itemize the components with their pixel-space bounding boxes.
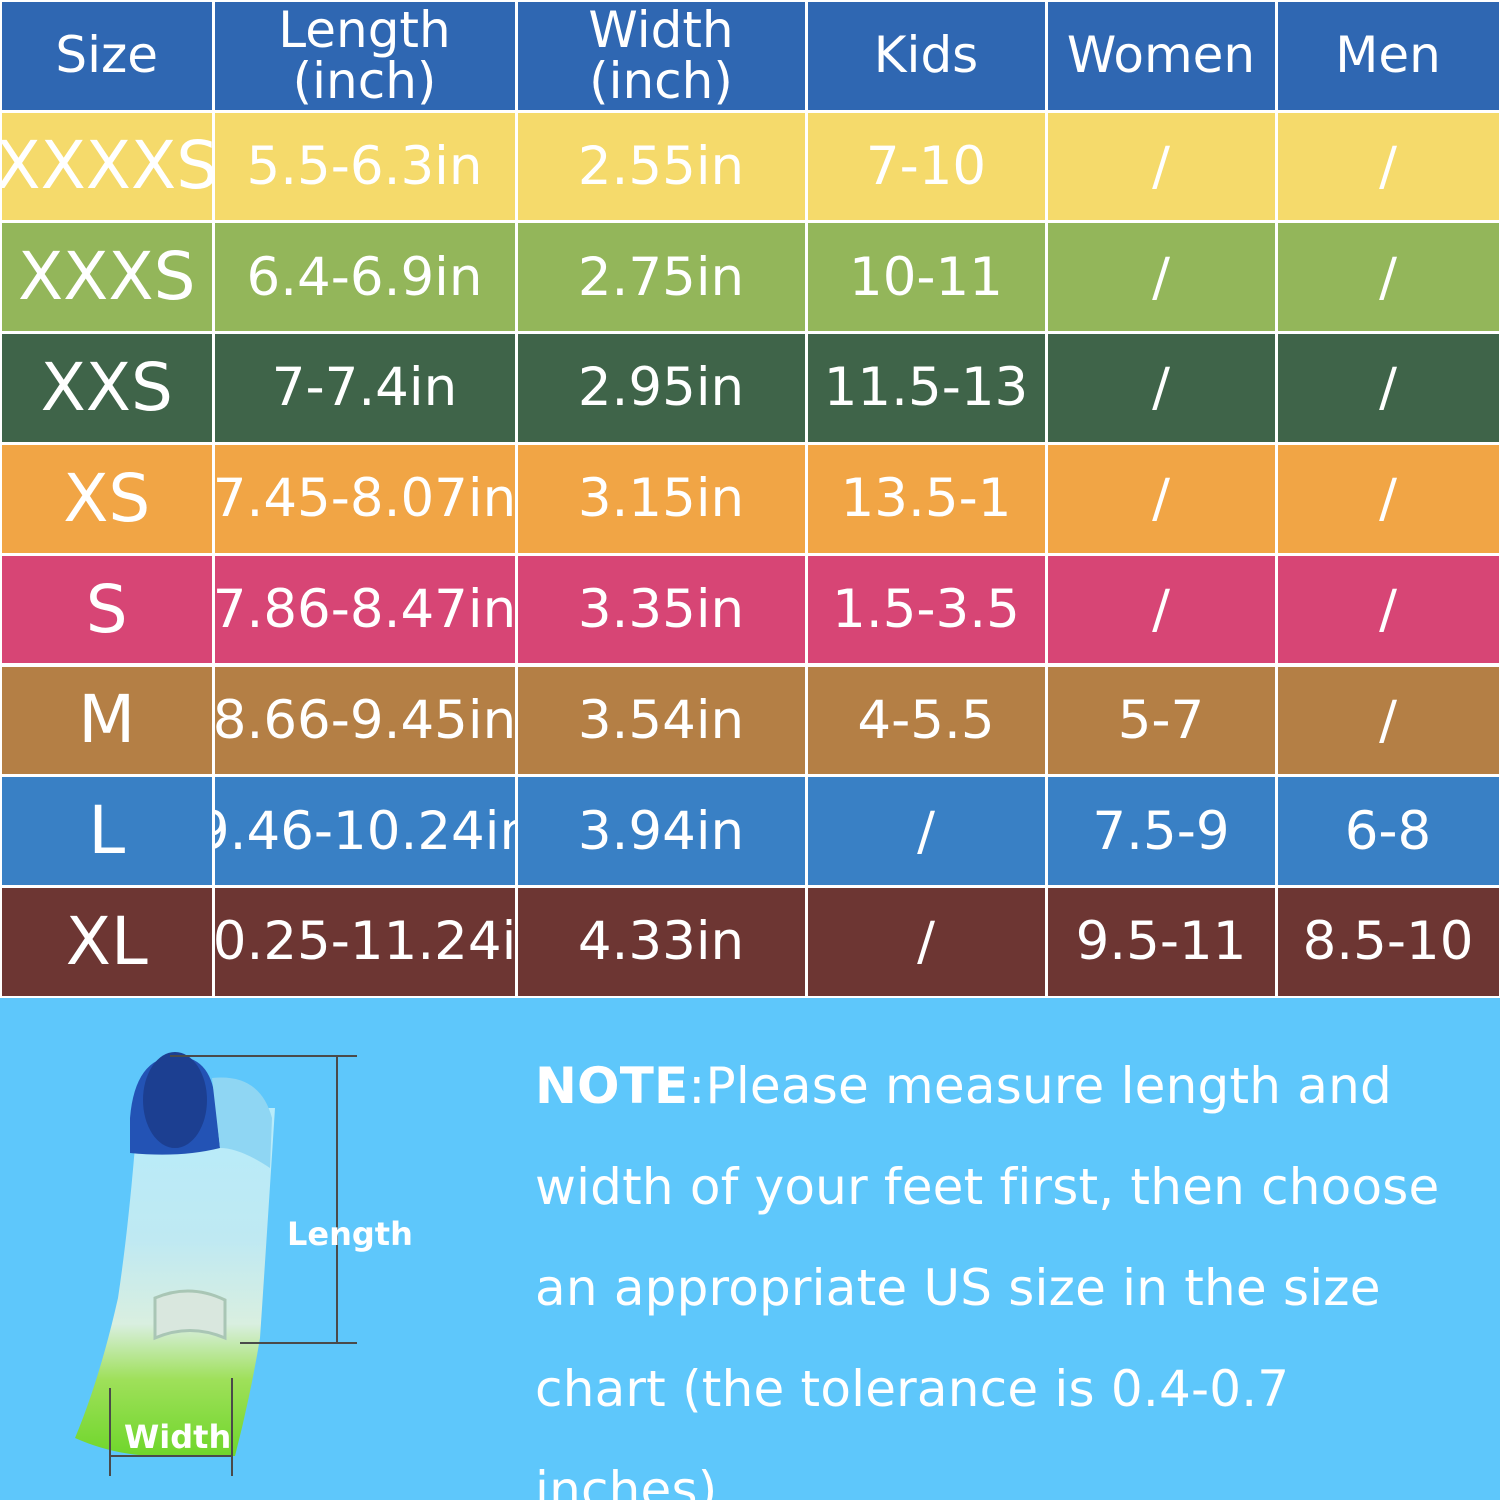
- fin-heel-strap: [212, 1077, 272, 1168]
- cell-women: /: [1047, 112, 1275, 221]
- fin-rib: [153, 1289, 227, 1341]
- cell-size: M: [2, 666, 212, 775]
- header-width: Width (inch): [517, 1, 805, 110]
- cell-length: 8.66-9.45in: [214, 666, 515, 775]
- header-size: Size: [2, 1, 212, 110]
- fin-opening: [143, 1052, 207, 1148]
- cell-size: XXXXS: [2, 112, 212, 221]
- cell-length: 7.86-8.47in: [214, 555, 515, 664]
- cell-width: 3.54in: [517, 666, 805, 775]
- swim-fin-illustration: Length Width: [75, 1052, 413, 1476]
- cell-width: 2.55in: [517, 112, 805, 221]
- cell-kids: 7-10: [807, 112, 1045, 221]
- length-label: Length: [287, 1215, 413, 1253]
- header-men: Men: [1277, 1, 1499, 110]
- cell-men: /: [1277, 112, 1499, 221]
- header-length: Length (inch): [214, 1, 515, 110]
- cell-kids: /: [807, 777, 1045, 886]
- cell-men: /: [1277, 444, 1499, 553]
- cell-women: /: [1047, 334, 1275, 442]
- cell-men: /: [1277, 334, 1499, 442]
- cell-width: 3.94in: [517, 777, 805, 886]
- cell-kids: 13.5-1: [807, 444, 1045, 553]
- cell-width: 3.35in: [517, 555, 805, 664]
- header-kids: Kids: [807, 1, 1045, 110]
- cell-kids: 10-11: [807, 223, 1045, 332]
- cell-men: 6-8: [1277, 777, 1499, 886]
- measurement-note: NOTE:Please measure length and width of …: [535, 1036, 1485, 1500]
- cell-length: 7.45-8.07in: [214, 444, 515, 553]
- cell-women: 7.5-9: [1047, 777, 1275, 886]
- cell-women: /: [1047, 444, 1275, 553]
- cell-length: 9.46-10.24in: [214, 777, 515, 886]
- cell-width: 3.15in: [517, 444, 805, 553]
- cell-size: XXXS: [2, 223, 212, 332]
- note-text: :Please measure length and width of your…: [535, 1057, 1440, 1500]
- cell-women: /: [1047, 555, 1275, 664]
- cell-length: 7-7.4in: [214, 334, 515, 442]
- cell-size: XS: [2, 444, 212, 553]
- cell-length: 5.5-6.3in: [214, 112, 515, 221]
- size-chart-table: Size Length (inch) Width (inch) Kids Women Me…: [0, 0, 1500, 998]
- cell-size: S: [2, 555, 212, 664]
- cell-men: 8.5-10: [1277, 888, 1499, 996]
- cell-men: /: [1277, 223, 1499, 332]
- note-label: NOTE: [535, 1057, 689, 1115]
- cell-women: 5-7: [1047, 666, 1275, 775]
- cell-kids: 11.5-13: [807, 334, 1045, 442]
- cell-length: 6.4-6.9in: [214, 223, 515, 332]
- cell-women: 9.5-11: [1047, 888, 1275, 996]
- header-women: Women: [1047, 1, 1275, 110]
- cell-men: /: [1277, 666, 1499, 775]
- cell-length: 10.25-11.24in: [214, 888, 515, 996]
- cell-kids: 4-5.5: [807, 666, 1045, 775]
- cell-kids: 1.5-3.5: [807, 555, 1045, 664]
- cell-size: XXS: [2, 334, 212, 442]
- cell-kids: /: [807, 888, 1045, 996]
- width-label: Width: [124, 1418, 231, 1456]
- cell-width: 2.95in: [517, 334, 805, 442]
- fin-blade: [75, 1108, 275, 1457]
- measurement-info-panel: Length Width NOTE:Please measure length …: [0, 998, 1500, 1500]
- cell-size: L: [2, 777, 212, 886]
- cell-width: 4.33in: [517, 888, 805, 996]
- cell-size: XL: [2, 888, 212, 996]
- cell-width: 2.75in: [517, 223, 805, 332]
- cell-women: /: [1047, 223, 1275, 332]
- cell-men: /: [1277, 555, 1499, 664]
